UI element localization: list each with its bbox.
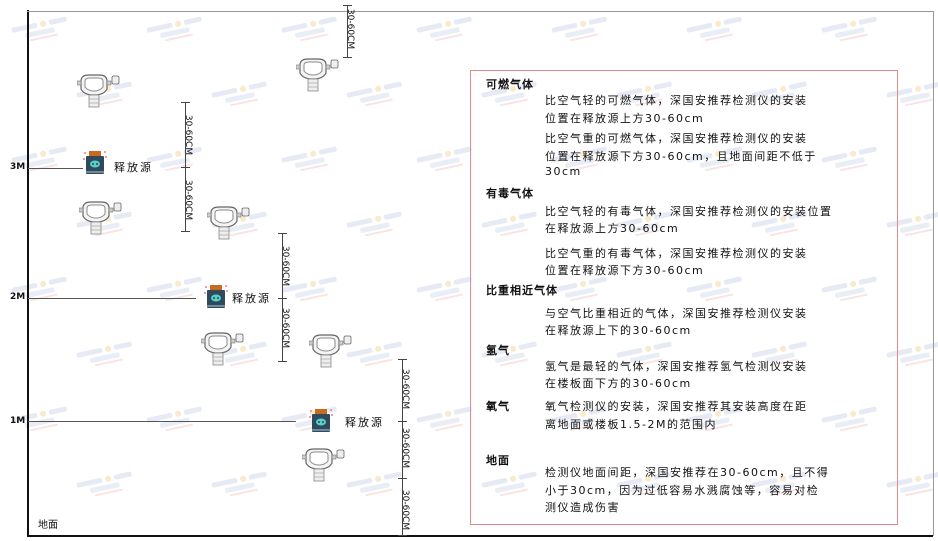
section-title: 氧气 — [486, 400, 510, 413]
dimension-tick — [398, 478, 407, 479]
dimension-line — [402, 359, 403, 535]
watermark-logo — [210, 80, 280, 110]
dimension-tick — [343, 5, 352, 6]
dimension-line — [282, 233, 283, 361]
watermark-logo — [345, 340, 415, 370]
level-2m-line — [28, 298, 196, 299]
watermark-logo — [280, 145, 350, 175]
dimension-tick — [181, 167, 190, 168]
watermark-logo — [145, 405, 215, 435]
dimension-tick — [398, 421, 407, 422]
source-label: 释放源 — [345, 416, 384, 429]
watermark-logo — [550, 15, 620, 45]
gas-detector-icon — [308, 333, 353, 373]
release-source-icon — [203, 284, 229, 314]
ground-label: 地面 — [38, 520, 58, 531]
section-text: 小于30cm，因为过低容易水溅腐蚀等，容易对检 — [545, 484, 820, 497]
section-text: 检测仪地面间距，深国安推荐在30-60cm，且不得 — [545, 466, 830, 479]
section-text: 离地面或楼板1.5-2M的范围内 — [545, 418, 717, 431]
dimension-tick — [181, 102, 190, 103]
watermark-logo — [10, 15, 80, 45]
ceiling-line — [27, 11, 933, 12]
level-3m-label: 3M — [10, 162, 26, 172]
section-text: 在释放源上方30-60cm — [545, 222, 680, 235]
watermark-logo — [280, 275, 350, 305]
dimension-line — [185, 102, 186, 231]
watermark-logo — [145, 145, 215, 175]
section-title: 可燃气体 — [486, 78, 534, 91]
level-1m-line — [28, 421, 296, 422]
dimension-tick — [181, 231, 190, 232]
source-label: 释放源 — [232, 292, 271, 305]
watermark-logo — [210, 470, 280, 500]
gas-detector-icon — [295, 57, 340, 97]
section-text: 位置在释放源上方30-60cm — [545, 112, 705, 125]
watermark-logo — [75, 470, 145, 500]
section-text: 位置在释放源下方30-60cm — [545, 264, 705, 277]
section-text: 与空气比重相近的气体，深国安推荐检测仪安装 — [545, 307, 808, 320]
dimension-tick — [398, 535, 407, 536]
section-text: 在释放源上下的30-60cm — [545, 324, 692, 337]
section-text: 比空气重的有毒气体，深国安推荐检测仪的安装 — [545, 247, 808, 260]
recommendation-panel — [470, 70, 898, 525]
gas-detector-icon — [78, 200, 123, 240]
section-title: 地面 — [486, 454, 510, 467]
watermark-logo — [75, 340, 145, 370]
gas-detector-icon — [200, 331, 245, 371]
wall-line — [27, 10, 29, 536]
watermark-logo — [820, 15, 890, 45]
right-border — [933, 11, 934, 536]
dimension-tick — [278, 233, 287, 234]
watermark-logo — [345, 210, 415, 240]
source-label: 释放源 — [114, 161, 153, 174]
gas-detector-icon — [301, 447, 346, 487]
dimension-tick — [343, 57, 352, 58]
gas-detector-icon — [76, 73, 121, 113]
dimension-tick — [278, 361, 287, 362]
level-2m-label: 2M — [10, 292, 26, 302]
level-3m-line — [28, 168, 83, 169]
gas-detector-icon — [206, 205, 251, 245]
watermark-logo — [415, 15, 485, 45]
floor-line — [27, 535, 933, 537]
section-title: 比重相近气体 — [486, 284, 558, 297]
section-text: 测仪造成伤害 — [545, 501, 620, 514]
section-text: 比空气轻的有毒气体，深国安推荐检测仪的安装位置 — [545, 205, 833, 218]
section-text: 在楼板面下方的30-60cm — [545, 377, 692, 390]
watermark-logo — [345, 80, 415, 110]
section-text: 比空气重的可燃气体，深国安推荐检测仪的安装 — [545, 132, 808, 145]
dimension-tick — [278, 298, 287, 299]
dimension-tick — [398, 359, 407, 360]
section-text: 氢气是最轻的气体，深国安推荐氢气检测仪安装 — [545, 360, 808, 373]
section-title: 有毒气体 — [486, 187, 534, 200]
level-1m-label: 1M — [10, 416, 26, 426]
watermark-logo — [280, 15, 350, 45]
watermark-logo — [145, 15, 215, 45]
section-title: 氢气 — [486, 344, 510, 357]
release-source-icon — [308, 408, 334, 438]
watermark-logo — [685, 15, 755, 45]
section-text: 30cm — [545, 165, 582, 178]
release-source-icon — [82, 150, 108, 180]
dimension-line — [347, 5, 348, 57]
section-text: 位置在释放源下方30-60cm，且地面间距不低于 — [545, 150, 817, 163]
section-text: 氧气检测仪的安装，深国安推荐其安装高度在距 — [545, 400, 808, 413]
section-text: 比空气轻的可燃气体，深国安推荐检测仪的安装 — [545, 94, 808, 107]
